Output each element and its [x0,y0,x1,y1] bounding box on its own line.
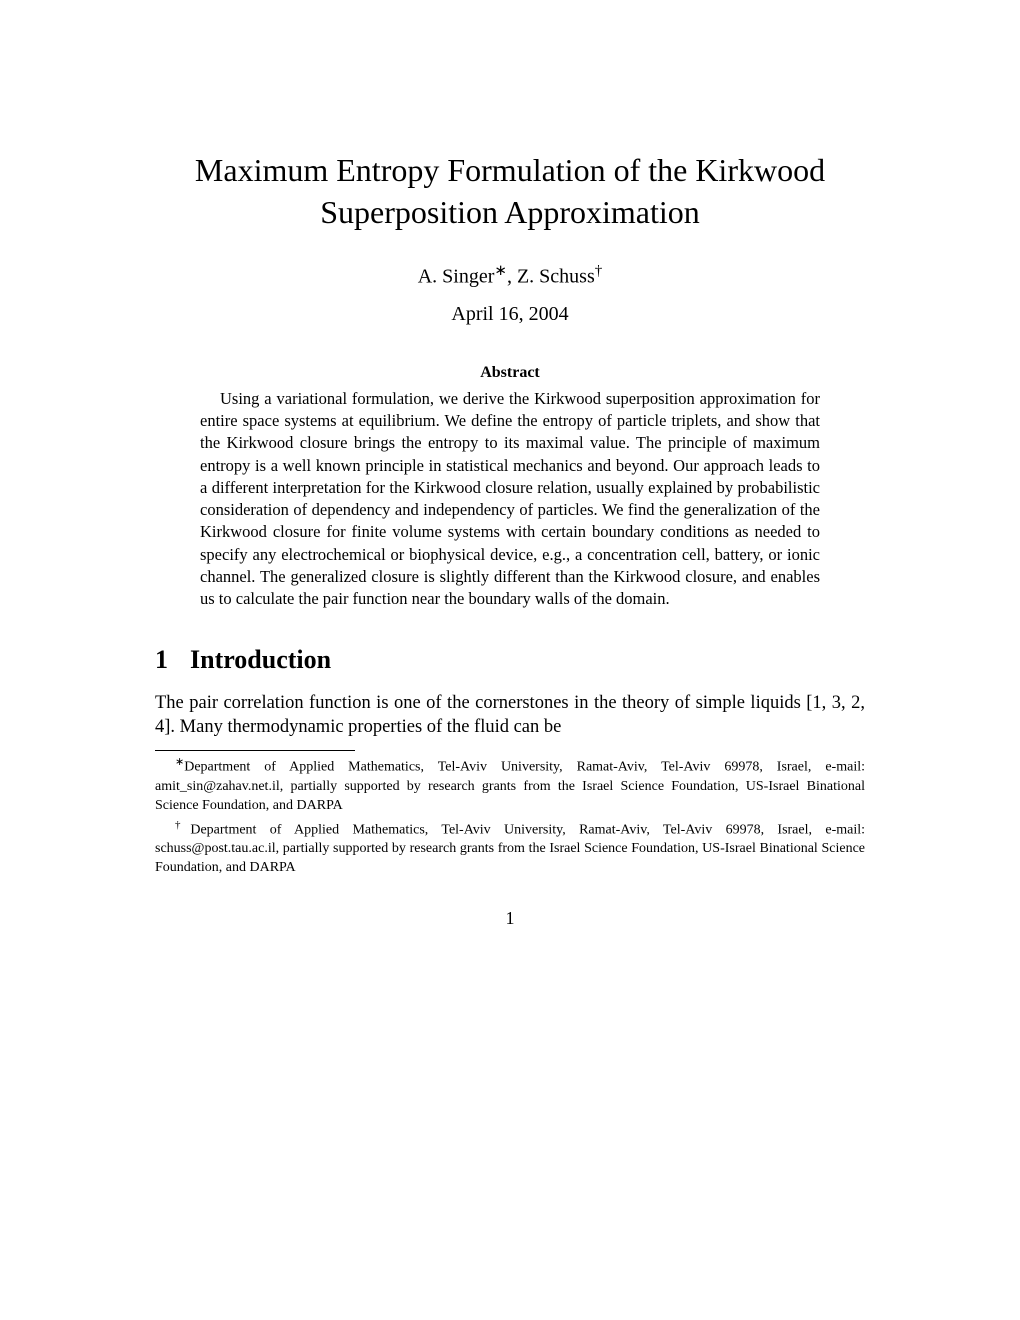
footnote-1-text: Department of Applied Mathematics, Tel-A… [155,760,865,813]
paper-page: Maximum Entropy Formulation of the Kirkw… [0,0,1020,1009]
author-b: Z. Schuss [517,266,595,288]
authors-line: A. Singer∗, Z. Schuss† [155,261,865,289]
footnote-2-text: Department of Applied Mathematics, Tel-A… [155,822,865,875]
section-1-title: Introduction [190,645,331,674]
section-1-number: 1 [155,645,168,675]
page-number: 1 [155,908,865,929]
section-1-heading: 1 Introduction [155,645,865,675]
footnote-2: †Department of Applied Mathematics, Tel-… [155,818,865,878]
paper-date: April 16, 2004 [155,303,865,326]
author-a-mark: ∗ [494,263,507,279]
abstract-text: Using a variational formulation, we deri… [200,388,820,611]
paper-title: Maximum Entropy Formulation of the Kirkw… [155,150,865,233]
author-b-mark: † [595,263,603,279]
author-a: A. Singer [418,266,495,288]
footnote-rule [155,750,355,751]
abstract-heading: Abstract [155,364,865,382]
footnote-1-mark: ∗ [175,756,184,768]
body-paragraph-1: The pair correlation function is one of … [155,691,865,741]
footnote-1: ∗Department of Applied Mathematics, Tel-… [155,755,865,815]
footnote-2-mark: † [175,819,190,831]
author-sep: , [507,266,517,288]
